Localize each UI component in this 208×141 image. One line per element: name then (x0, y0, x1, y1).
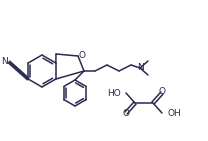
Text: OH: OH (167, 109, 181, 117)
Text: N: N (2, 58, 8, 67)
Text: O: O (158, 88, 166, 96)
Text: O: O (78, 50, 85, 60)
Text: HO: HO (107, 89, 121, 97)
Text: O: O (123, 110, 130, 118)
Text: N: N (137, 63, 143, 72)
